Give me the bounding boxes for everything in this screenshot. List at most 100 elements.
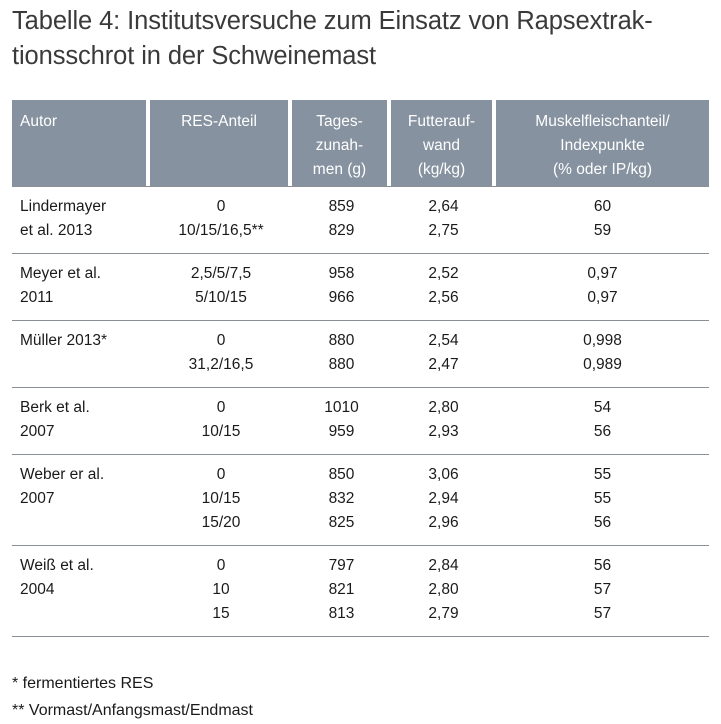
tz-value: 880 [328, 356, 355, 373]
mf-value: 0,97 [587, 289, 618, 306]
fa-value: 2,47 [428, 356, 459, 373]
mf-value: 55 [593, 466, 612, 483]
fa-value: 2,80 [428, 399, 459, 416]
header-autor: Autor [12, 100, 150, 186]
fa-value: 2,79 [428, 605, 459, 622]
footnote-fermented: * fermentiertes RES [12, 675, 154, 692]
table-header: Autor RES-Anteil Tages- zunah- men (g) F… [12, 100, 709, 186]
cell-tageszunahmen: 859 829 [292, 186, 391, 253]
cell-futteraufwand: 2,52 2,56 [391, 253, 496, 320]
res-value: 15/20 [201, 514, 241, 531]
fa-value: 2,54 [428, 332, 459, 349]
autor-line: 2011 [20, 289, 54, 306]
header-tz-line: zunah- [315, 137, 364, 154]
fa-value: 2,94 [428, 490, 459, 507]
title-line-1: Tabelle 4: Institutsversuche zum Einsatz… [12, 7, 653, 35]
header-fa-line: (kg/kg) [417, 161, 466, 178]
cell-autor: Berk et al. 2007 [12, 387, 150, 454]
res-value: 31,2/16,5 [188, 356, 254, 373]
table-row: Weiß et al. 2004 0 10 15 797 821 813 2,8… [12, 545, 709, 637]
autor-line: Meyer et al. [20, 265, 101, 282]
cell-muskelfleischanteil: 55 55 56 [496, 454, 709, 545]
cell-res-anteil: 0 31,2/16,5 [150, 320, 292, 387]
header-mf-line: Muskelfleischanteil/ [535, 113, 670, 130]
title-line-2: tionsschrot in der Schweinemast [12, 42, 376, 70]
tz-value: 1010 [324, 399, 359, 416]
cell-muskelfleischanteil: 54 56 [496, 387, 709, 454]
table-row: Berk et al. 2007 0 10/15 1010 959 2,80 2… [12, 387, 709, 454]
table-row: Meyer et al. 2011 2,5/5/7,5 5/10/15 958 … [12, 253, 709, 320]
fa-value: 2,80 [428, 581, 459, 598]
cell-muskelfleischanteil: 56 57 57 [496, 545, 709, 637]
tz-value: 880 [328, 332, 355, 349]
mf-value: 60 [593, 198, 612, 215]
table-row: Müller 2013* 0 31,2/16,5 880 880 2,54 2,… [12, 320, 709, 387]
footnotes: * fermentiertes RES ** Vormast/Anfangsma… [12, 670, 253, 724]
cell-res-anteil: 2,5/5/7,5 5/10/15 [150, 253, 292, 320]
fa-value: 2,75 [428, 222, 459, 239]
cell-autor: Meyer et al. 2011 [12, 253, 150, 320]
res-value: 0 [216, 399, 226, 416]
fa-value: 2,93 [428, 423, 459, 440]
header-res-line: RES-Anteil [181, 113, 257, 130]
res-value: 10/15/16,5** [178, 222, 264, 239]
mf-value: 0,97 [587, 265, 618, 282]
table-row: Lindermayer et al. 2013 0 10/15/16,5** 8… [12, 186, 709, 253]
tz-value: 859 [328, 198, 355, 215]
autor-line: Weber er al. [20, 466, 105, 483]
cell-muskelfleischanteil: 0,998 0,989 [496, 320, 709, 387]
cell-tageszunahmen: 958 966 [292, 253, 391, 320]
mf-value: 0,998 [583, 332, 622, 349]
res-value: 0 [216, 466, 226, 483]
mf-value: 56 [593, 557, 612, 574]
fa-value: 2,84 [428, 557, 459, 574]
tz-value: 813 [328, 605, 355, 622]
table-body: Lindermayer et al. 2013 0 10/15/16,5** 8… [12, 186, 709, 637]
autor-line: Müller 2013* [20, 332, 108, 349]
autor-line: et al. 2013 [20, 222, 93, 239]
tz-value: 797 [328, 557, 355, 574]
tz-value: 850 [328, 466, 355, 483]
header-row: Autor RES-Anteil Tages- zunah- men (g) F… [12, 100, 709, 186]
cell-futteraufwand: 3,06 2,94 2,96 [391, 454, 496, 545]
tz-value: 829 [328, 222, 355, 239]
mf-value: 56 [593, 423, 612, 440]
fa-value: 2,64 [428, 198, 459, 215]
mf-value: 57 [593, 605, 612, 622]
cell-tageszunahmen: 1010 959 [292, 387, 391, 454]
results-table: Autor RES-Anteil Tages- zunah- men (g) F… [12, 100, 709, 637]
autor-line: Weiß et al. [20, 557, 94, 574]
res-value: 10/15 [201, 423, 241, 440]
mf-value: 57 [593, 581, 612, 598]
tz-value: 832 [328, 490, 355, 507]
fa-value: 2,52 [428, 265, 459, 282]
cell-futteraufwand: 2,64 2,75 [391, 186, 496, 253]
res-value: 5/10/15 [195, 289, 247, 306]
fa-value: 3,06 [428, 466, 459, 483]
autor-line: Lindermayer [20, 198, 107, 215]
header-fa-line: Futterauf- [407, 113, 476, 130]
tz-value: 959 [328, 423, 355, 440]
fa-value: 2,56 [428, 289, 459, 306]
cell-res-anteil: 0 10/15 [150, 387, 292, 454]
header-autor-line: Autor [20, 113, 58, 130]
cell-futteraufwand: 2,84 2,80 2,79 [391, 545, 496, 637]
cell-muskelfleischanteil: 0,97 0,97 [496, 253, 709, 320]
cell-tageszunahmen: 880 880 [292, 320, 391, 387]
autor-line: 2004 [20, 581, 55, 598]
fa-value: 2,96 [428, 514, 459, 531]
header-mf-line: (% oder IP/kg) [552, 161, 653, 178]
header-fa-line: wand [422, 137, 461, 154]
mf-value: 59 [593, 222, 612, 239]
cell-autor: Weiß et al. 2004 [12, 545, 150, 637]
header-muskelfleischanteil: Muskelfleischanteil/ Indexpunkte (% oder… [496, 100, 709, 186]
res-value: 2,5/5/7,5 [190, 265, 252, 282]
cell-futteraufwand: 2,54 2,47 [391, 320, 496, 387]
cell-tageszunahmen: 797 821 813 [292, 545, 391, 637]
cell-res-anteil: 0 10 15 [150, 545, 292, 637]
autor-line: 2007 [20, 490, 55, 507]
cell-res-anteil: 0 10/15/16,5** [150, 186, 292, 253]
cell-autor: Müller 2013* [12, 320, 150, 387]
tz-value: 958 [328, 265, 355, 282]
tz-value: 821 [328, 581, 355, 598]
